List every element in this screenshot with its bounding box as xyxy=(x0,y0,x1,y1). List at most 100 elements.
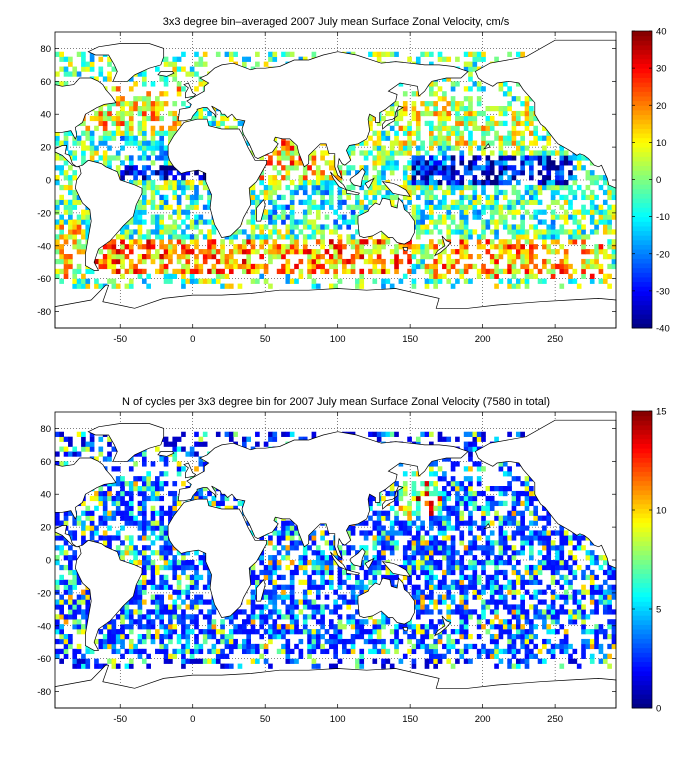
data-bin xyxy=(128,648,134,655)
data-bin xyxy=(568,199,573,205)
data-bin xyxy=(472,61,478,67)
data-bin xyxy=(72,584,78,590)
data-bin xyxy=(172,624,178,630)
data-bin xyxy=(463,244,469,250)
data-bin xyxy=(150,510,156,516)
data-bin xyxy=(150,239,156,245)
data-bin xyxy=(59,214,64,220)
data-bin xyxy=(429,135,434,141)
data-bin xyxy=(76,594,82,600)
data-bin xyxy=(446,180,452,186)
data-bin xyxy=(81,283,86,289)
data-bin xyxy=(394,150,399,156)
data-bin xyxy=(572,209,578,215)
data-bin xyxy=(272,204,278,210)
data-bin xyxy=(415,180,421,186)
data-bin xyxy=(263,263,269,270)
data-bin xyxy=(133,106,138,112)
data-bin xyxy=(220,120,225,127)
colorbar-segment xyxy=(632,49,652,55)
data-bin xyxy=(172,125,178,131)
data-bin xyxy=(581,263,586,270)
data-bin xyxy=(137,486,143,492)
data-bin xyxy=(515,170,521,176)
data-bin xyxy=(176,560,182,566)
data-bin xyxy=(155,535,160,541)
data-bin xyxy=(302,189,308,196)
data-bin xyxy=(194,431,199,437)
data-bin xyxy=(189,579,195,585)
data-bin xyxy=(81,120,86,127)
data-bin xyxy=(155,214,160,220)
data-bin xyxy=(72,155,78,161)
data-bin xyxy=(394,51,399,57)
data-bin xyxy=(150,486,156,492)
data-bin xyxy=(594,180,599,186)
data-bin xyxy=(550,214,556,220)
data-bin xyxy=(302,244,308,250)
data-bin xyxy=(494,199,499,205)
data-bin xyxy=(141,254,147,260)
coastline xyxy=(364,177,375,189)
data-bin xyxy=(111,249,117,255)
data-bin xyxy=(207,219,212,225)
data-bin xyxy=(115,120,121,127)
data-bin xyxy=(146,254,151,260)
data-bin xyxy=(141,579,147,585)
data-bin xyxy=(81,624,86,630)
data-bin xyxy=(168,110,173,117)
data-bin xyxy=(589,219,595,225)
data-bin xyxy=(489,115,495,122)
data-bin xyxy=(415,56,421,62)
data-bin xyxy=(137,584,143,590)
data-bin xyxy=(568,204,573,210)
data-bin xyxy=(133,599,138,605)
data-bin xyxy=(429,140,434,146)
data-bin xyxy=(111,663,117,669)
data-bin xyxy=(81,244,86,250)
data-bin xyxy=(381,130,386,136)
data-bin xyxy=(163,629,169,635)
data-bin xyxy=(494,234,499,240)
data-bin xyxy=(124,101,130,107)
data-bin xyxy=(181,560,186,566)
data-bin xyxy=(202,629,208,635)
data-bin xyxy=(163,535,169,541)
data-bin xyxy=(150,199,156,205)
data-bin xyxy=(455,258,460,265)
data-bin xyxy=(520,135,525,141)
data-bin xyxy=(155,268,160,275)
data-bin xyxy=(485,130,491,136)
data-bin xyxy=(163,244,169,250)
data-bin xyxy=(63,263,69,270)
data-bin xyxy=(128,219,134,225)
data-bin xyxy=(141,481,147,487)
data-bin xyxy=(159,525,165,531)
data-bin xyxy=(372,51,378,57)
data-bin xyxy=(476,155,482,161)
data-bin xyxy=(176,224,182,230)
data-bin xyxy=(124,545,130,551)
data-bin xyxy=(468,86,473,92)
data-bin xyxy=(328,189,334,196)
data-bin xyxy=(555,263,560,270)
data-bin xyxy=(163,574,169,581)
data-bin xyxy=(211,263,217,270)
data-bin xyxy=(233,629,238,635)
data-bin xyxy=(81,540,86,546)
data-bin xyxy=(402,170,408,176)
data-bin xyxy=(376,150,382,156)
data-bin xyxy=(589,180,595,186)
data-bin xyxy=(489,160,495,166)
data-bin xyxy=(172,71,178,77)
data-bin xyxy=(546,165,552,171)
data-bin xyxy=(289,249,295,255)
data-bin xyxy=(68,634,73,640)
data-bin xyxy=(89,530,95,536)
colorbar-segment xyxy=(632,142,652,148)
data-bin xyxy=(198,278,204,284)
data-bin xyxy=(181,219,186,225)
data-bin xyxy=(285,229,291,235)
data-bin xyxy=(63,209,69,215)
data-bin xyxy=(342,219,347,225)
